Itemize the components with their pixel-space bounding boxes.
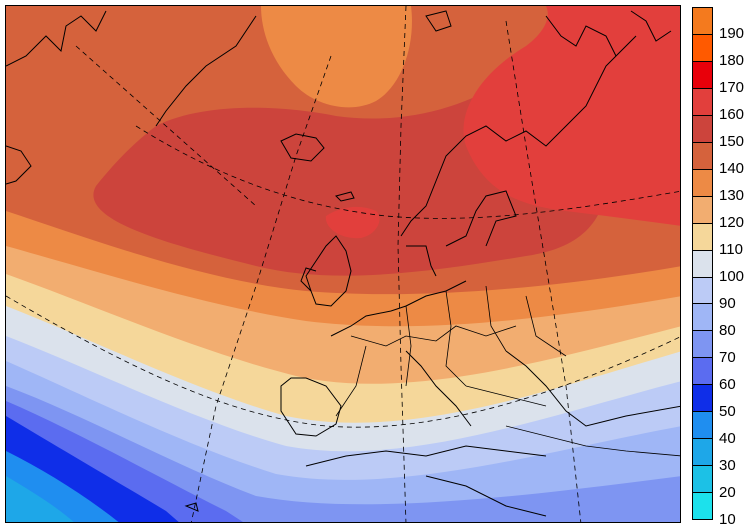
color-scale-label: 40: [719, 430, 736, 447]
color-scale-bar: [692, 7, 713, 520]
color-scale-label: 120: [719, 214, 745, 231]
color-scale-segment: [693, 439, 712, 467]
color-scale-label: 80: [719, 322, 736, 339]
color-scale-label: 50: [719, 403, 736, 420]
borders: [335, 285, 680, 457]
color-scale-segment: [693, 61, 712, 89]
color-scale-segment: [693, 358, 712, 386]
color-scale-segment: [693, 223, 712, 251]
color-scale-label: 10: [719, 511, 736, 528]
color-scale-segment: [693, 331, 712, 359]
color-scale-segment: [693, 250, 712, 278]
color-scale-segment: [693, 142, 712, 170]
band-130-north: [261, 6, 412, 108]
color-scale-segment: [693, 412, 712, 440]
color-scale-label: 60: [719, 376, 736, 393]
graticule: [6, 6, 680, 522]
color-scale-label: 90: [719, 295, 736, 312]
color-scale-label: 30: [719, 457, 736, 474]
color-scale-segment: [693, 115, 712, 143]
color-scale-label: 70: [719, 349, 736, 366]
coastlines: [6, 10, 680, 517]
color-scale-segment: [693, 8, 712, 35]
color-scale-label: 160: [719, 106, 745, 123]
color-scale-segment: [693, 466, 712, 494]
color-scale-segment: [693, 196, 712, 224]
band-160: [446, 6, 680, 226]
color-scale-segment: [693, 493, 712, 520]
color-scale-label: 170: [719, 79, 745, 96]
color-scale-label: 100: [719, 268, 745, 285]
band-160-spot: [325, 206, 380, 239]
color-scale-label: 180: [719, 52, 745, 69]
color-scale-segment: [693, 304, 712, 332]
contour-map: [5, 5, 681, 523]
color-scale-label: 150: [719, 133, 745, 150]
color-scale-label: 110: [719, 241, 743, 258]
color-scale-segment: [693, 34, 712, 62]
band-30: [6, 476, 74, 522]
color-scale-label: 20: [719, 484, 736, 501]
color-scale-label: 190: [719, 25, 745, 42]
band-150-north: [93, 26, 609, 276]
color-scale-label: 140: [719, 160, 745, 177]
color-scale-segment: [693, 277, 712, 305]
map-canvas: [6, 6, 680, 522]
color-scale-label: 130: [719, 187, 745, 204]
color-scale-segment: [693, 169, 712, 197]
color-scale-segment: [693, 88, 712, 116]
color-scale-segment: [693, 385, 712, 413]
